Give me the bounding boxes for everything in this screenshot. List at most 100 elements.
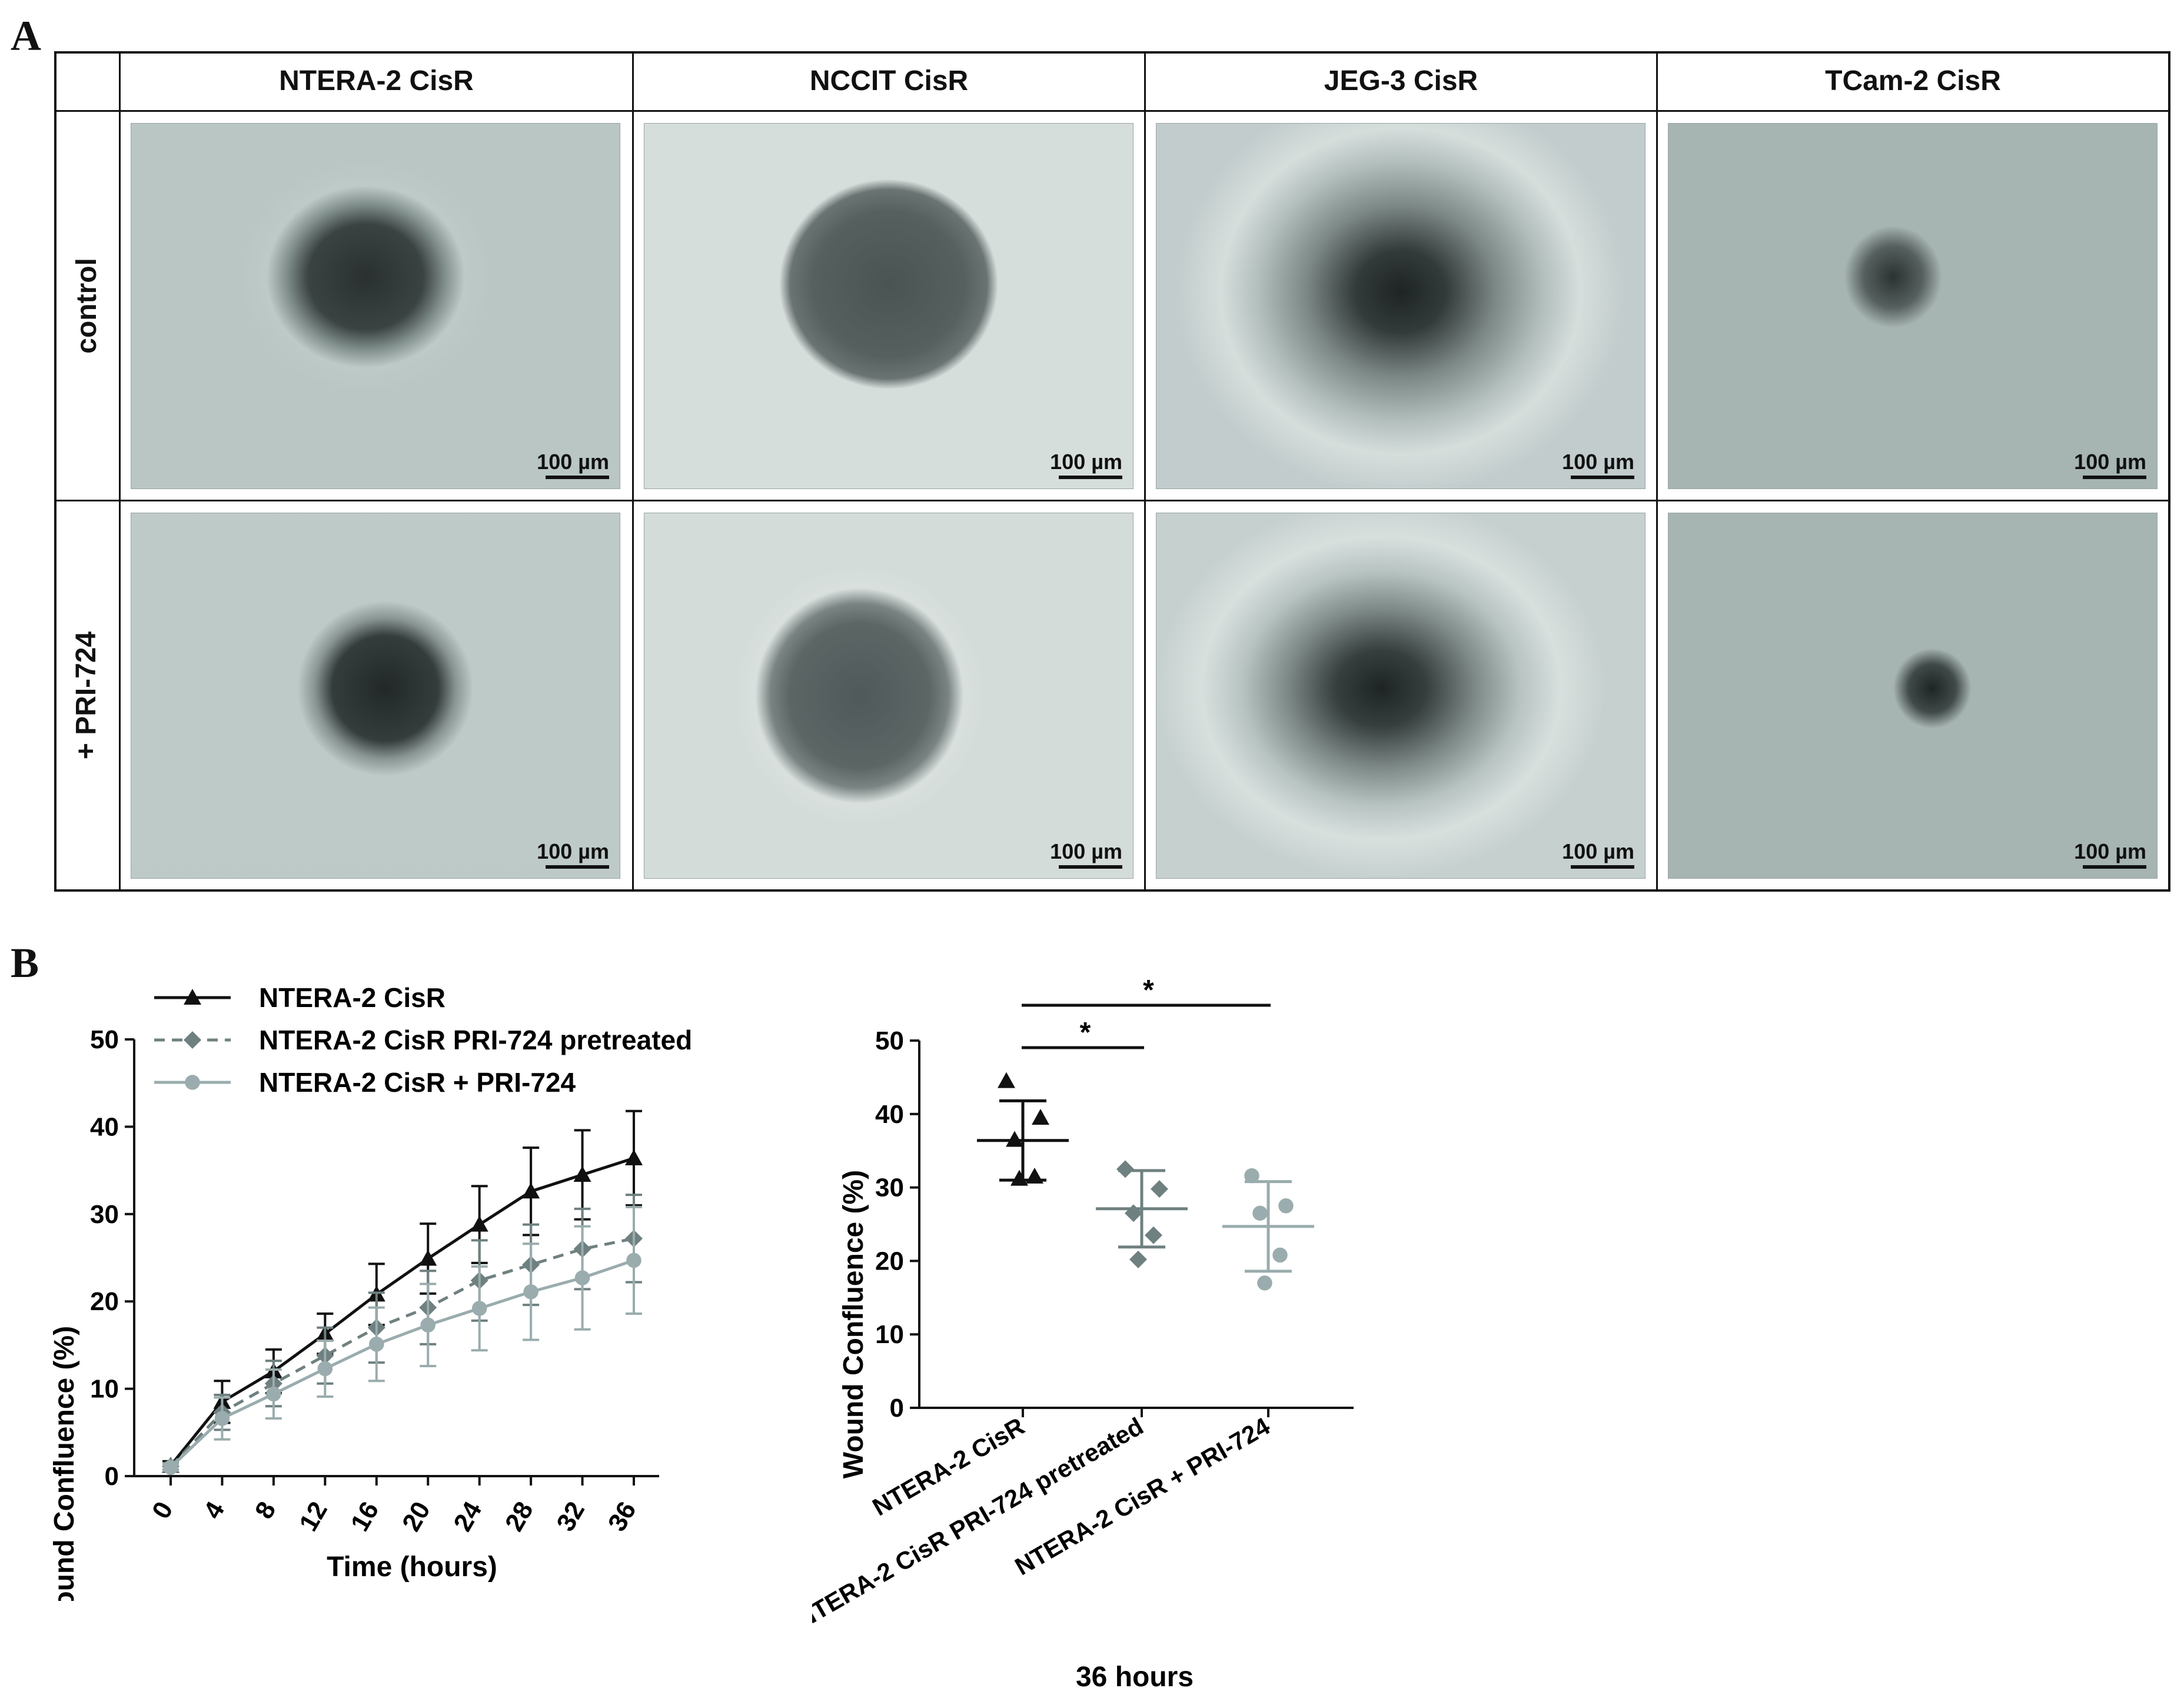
column-header-nccit: NCCIT CisR [809,65,969,97]
scale-bar: 100 µm [1562,839,1634,869]
micrograph-tcam2-pri724: 100 µm [1668,513,2158,879]
micrograph-ntera2-control: 100 µm [131,123,620,489]
x-tick-label: 32 [551,1497,590,1536]
data-point [470,1215,488,1232]
x-axis-label: 36 hours [1076,1662,1194,1693]
line-chart-wound-confluence: NTERA-2 CisR NTERA-2 CisR PRI-724 pretrea… [49,982,692,1601]
data-point [420,1317,436,1333]
legend-label: NTERA-2 CisR PRI-724 pretreated [259,1025,692,1055]
scale-bar: 100 µm [537,450,609,479]
y-tick-label: 10 [90,1375,119,1404]
x-tick-label: 16 [345,1497,385,1536]
grid-border-right [2168,51,2170,892]
data-point [1244,1168,1259,1184]
data-point [1006,1131,1023,1147]
data-point [1116,1160,1134,1178]
scale-bar: 100 µm [1050,839,1122,869]
data-point [1010,1169,1028,1186]
significance-label: * [1143,975,1154,1006]
data-point [1026,1167,1043,1184]
micrograph-nccit-pri724: 100 µm [644,513,1133,879]
y-axis-label: Wound Confluence (%) [838,1170,869,1478]
series-3 [162,1205,642,1475]
group-3 [1222,1168,1314,1291]
column-header-jeg3: JEG-3 CisR [1324,65,1478,97]
data-point [1252,1205,1268,1221]
y-tick-label: 0 [105,1462,119,1491]
row-header-control: control [71,258,102,354]
data-point [522,1182,540,1199]
group-2 [1096,1160,1188,1268]
data-point [1272,1247,1288,1263]
scale-bar: 100 µm [2074,839,2146,869]
scale-bar: 100 µm [537,839,609,869]
panel-a-label: A [11,12,41,59]
y-tick-label: 40 [875,1100,904,1129]
y-tick-label: 20 [875,1247,904,1275]
micrograph-jeg3-control: 100 µm [1156,123,1646,489]
x-tick-label: 36 [603,1497,642,1536]
data-point [625,1149,643,1165]
data-point [523,1284,538,1300]
data-point [1125,1204,1142,1222]
x-tick-label: 4 [198,1497,230,1524]
legend-marker [184,1031,201,1049]
data-point [266,1386,281,1402]
data-point [626,1252,641,1268]
data-point [214,1411,230,1426]
micrograph-tcam2-control: 100 µm [1668,123,2158,489]
scale-bar: 100 µm [1050,450,1122,479]
data-point [163,1460,178,1475]
grid-col-divider [119,51,121,892]
micrograph-grid: NTERA-2 CisR NCCIT CisR JEG-3 CisR TCam-… [54,51,2170,892]
grid-header-divider [54,110,2170,112]
x-axis-label: Time (hours) [327,1551,497,1583]
data-point [1151,1180,1168,1198]
y-tick-label: 30 [875,1174,904,1202]
group-1 [977,1072,1069,1186]
grid-col-divider [1656,51,1658,892]
legend-label: NTERA-2 CisR [259,982,446,1013]
data-point [317,1361,333,1377]
data-point [471,1301,487,1316]
series-1 [162,1109,643,1473]
y-tick-label: 10 [875,1320,904,1349]
legend-label: NTERA-2 CisR + PRI-724 [259,1067,576,1098]
column-header-tcam2: TCam-2 CisR [1825,65,2001,97]
data-point [1257,1275,1272,1291]
x-tick-label: 28 [500,1497,539,1536]
data-point [574,1270,590,1285]
grid-row-divider [54,500,2170,501]
data-point [998,1072,1015,1088]
grid-col-divider [632,51,634,892]
grid-border-top [54,51,2170,54]
x-tick-label: 0 [147,1497,179,1524]
y-tick-label: 30 [90,1200,119,1229]
series-line [169,1237,634,1468]
y-tick-label: 50 [875,1026,904,1055]
data-point [1278,1198,1294,1214]
panel-b-label: B [11,939,39,986]
row-header-pri724: + PRI-724 [71,631,102,760]
data-point [419,1250,437,1266]
data-point [1032,1109,1049,1125]
data-point [573,1166,591,1182]
data-point [369,1337,384,1352]
y-tick-label: 40 [90,1112,119,1141]
legend-marker [184,989,201,1005]
y-tick-label: 20 [90,1287,119,1316]
y-axis-label: Wound Confluence (%) [49,1326,80,1601]
column-header-ntera2: NTERA-2 CisR [279,65,474,97]
y-tick-label: 0 [890,1394,904,1423]
legend-marker [185,1075,200,1090]
x-tick-label: 12 [294,1497,333,1536]
grid-col-divider [1144,51,1146,892]
y-tick-label: 50 [90,1025,119,1054]
x-tick-label: 20 [397,1497,436,1536]
data-point [1129,1250,1147,1268]
x-tick-label: 24 [448,1497,487,1536]
series-line [169,1259,634,1468]
data-point [1145,1226,1162,1244]
micrograph-nccit-control: 100 µm [644,123,1133,489]
grid-border-left [54,51,56,892]
